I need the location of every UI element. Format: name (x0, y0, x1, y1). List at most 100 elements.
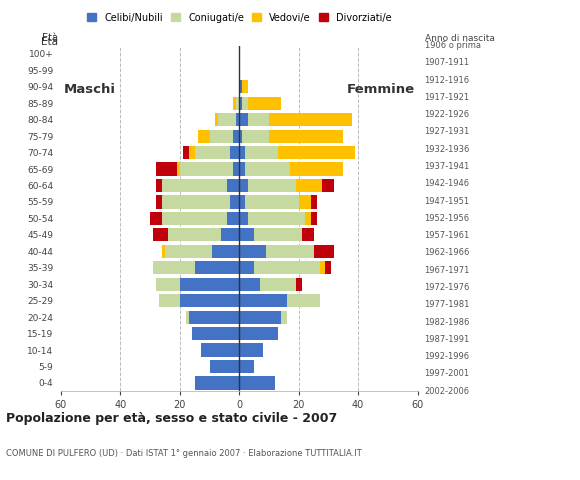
Bar (290, 162, 343, 176)
Bar (304, 212, 311, 225)
Bar (227, 179, 239, 192)
Bar (162, 212, 227, 225)
Bar (177, 162, 180, 176)
Bar (281, 311, 287, 324)
Bar (260, 277, 296, 291)
Bar (311, 195, 317, 208)
Text: 1962-1966: 1962-1966 (425, 249, 470, 257)
Bar (245, 162, 290, 176)
Text: 1932-1936: 1932-1936 (425, 145, 470, 154)
Bar (239, 80, 242, 93)
Bar (248, 212, 304, 225)
Text: 1917-1921: 1917-1921 (425, 93, 470, 102)
Bar (236, 113, 239, 126)
Bar (230, 146, 239, 159)
Bar (239, 96, 242, 110)
Text: 1977-1981: 1977-1981 (425, 300, 470, 309)
Text: Età: Età (41, 37, 58, 47)
Bar (183, 146, 188, 159)
Bar (296, 277, 302, 291)
Bar (233, 162, 239, 176)
Bar (239, 179, 248, 192)
Bar (239, 277, 260, 291)
Text: 1992-1996: 1992-1996 (425, 352, 470, 361)
Bar (180, 294, 239, 307)
Text: Anno di nascita: Anno di nascita (425, 34, 494, 43)
Text: Femmine: Femmine (346, 83, 415, 96)
Bar (269, 113, 352, 126)
Text: 1912-1916: 1912-1916 (425, 76, 470, 84)
Bar (236, 96, 239, 110)
Bar (299, 195, 311, 208)
Bar (212, 245, 239, 258)
Bar (239, 228, 254, 241)
Bar (191, 327, 239, 340)
Bar (162, 195, 230, 208)
Bar (311, 212, 317, 225)
Bar (296, 179, 322, 192)
Bar (239, 344, 263, 357)
Bar (233, 96, 236, 110)
Bar (239, 195, 245, 208)
Text: 1997-2001: 1997-2001 (425, 370, 470, 378)
Text: 1927-1931: 1927-1931 (425, 128, 470, 136)
Bar (245, 146, 278, 159)
Text: 2002-2006: 2002-2006 (425, 387, 470, 396)
Bar (230, 195, 239, 208)
Text: 1952-1956: 1952-1956 (425, 214, 470, 223)
Bar (239, 212, 248, 225)
Bar (209, 360, 239, 373)
Bar (320, 261, 325, 275)
Bar (201, 344, 239, 357)
Text: Maschi: Maschi (64, 83, 116, 96)
Bar (322, 179, 334, 192)
Bar (239, 294, 287, 307)
Text: 1907-1911: 1907-1911 (425, 59, 470, 67)
Bar (239, 162, 245, 176)
Bar (153, 228, 168, 241)
Bar (156, 195, 162, 208)
Bar (227, 212, 239, 225)
Bar (287, 294, 320, 307)
Text: 1942-1946: 1942-1946 (425, 180, 470, 188)
Bar (239, 261, 254, 275)
Bar (168, 228, 222, 241)
Text: 1982-1986: 1982-1986 (425, 318, 470, 326)
Bar (254, 228, 302, 241)
Legend: Celibi/Nubili, Coniugati/e, Vedovi/e, Divorziati/e: Celibi/Nubili, Coniugati/e, Vedovi/e, Di… (85, 11, 394, 24)
Bar (222, 228, 239, 241)
Bar (269, 130, 343, 143)
Bar (248, 96, 281, 110)
Bar (239, 113, 248, 126)
Bar (216, 113, 219, 126)
Bar (239, 376, 275, 390)
Bar (314, 245, 334, 258)
Text: 1967-1971: 1967-1971 (425, 266, 470, 275)
Bar (198, 130, 209, 143)
Text: 1957-1961: 1957-1961 (425, 231, 470, 240)
Bar (153, 261, 195, 275)
Bar (156, 179, 162, 192)
Bar (239, 360, 254, 373)
Bar (248, 179, 296, 192)
Bar (219, 113, 236, 126)
Bar (195, 261, 239, 275)
Bar (180, 162, 233, 176)
Bar (156, 162, 177, 176)
Bar (159, 294, 180, 307)
Bar (242, 130, 269, 143)
Bar (195, 376, 239, 390)
Bar (180, 277, 239, 291)
Bar (325, 261, 331, 275)
Bar (242, 96, 248, 110)
Text: 1906 o prima: 1906 o prima (425, 41, 481, 50)
Bar (239, 327, 278, 340)
Bar (156, 277, 180, 291)
Bar (162, 245, 165, 258)
Bar (302, 228, 314, 241)
Bar (233, 130, 239, 143)
Text: Età: Età (42, 33, 58, 43)
Text: 1937-1941: 1937-1941 (425, 162, 470, 171)
Text: 1922-1926: 1922-1926 (425, 110, 470, 119)
Bar (266, 245, 314, 258)
